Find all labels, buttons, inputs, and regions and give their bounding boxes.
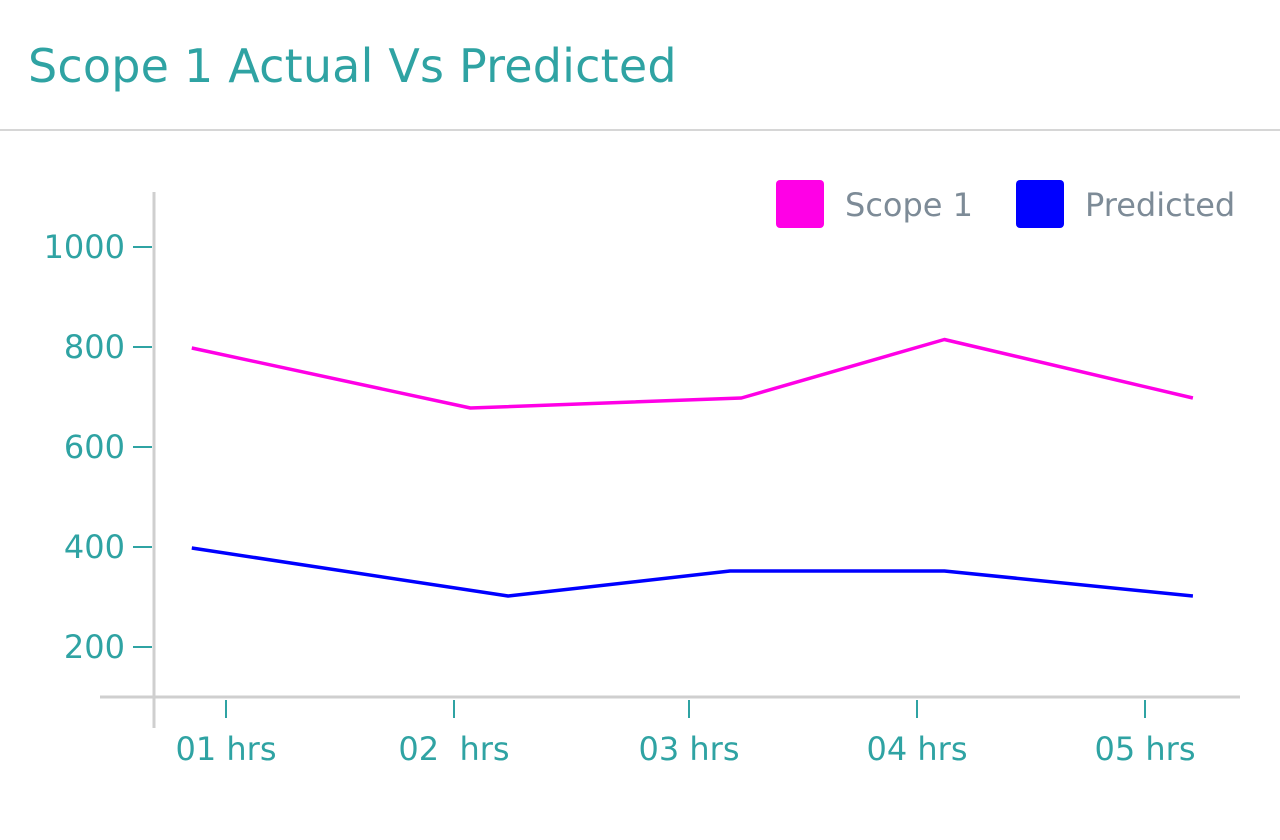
chart-header: Scope 1 Actual Vs Predicted bbox=[0, 0, 1280, 131]
legend-swatch bbox=[1016, 180, 1064, 228]
y-tick-label: 800 bbox=[64, 328, 125, 366]
x-tick-label: 02 hrs bbox=[398, 730, 509, 768]
legend-swatch bbox=[776, 180, 824, 228]
y-tick-label: 400 bbox=[64, 528, 125, 566]
y-tick-label: 1000 bbox=[44, 228, 125, 266]
series-line-scope-1 bbox=[191, 337, 1194, 410]
x-tick-label: 03 hrs bbox=[639, 730, 740, 768]
chart-legend: Scope 1 Predicted bbox=[776, 180, 1235, 228]
legend-label: Predicted bbox=[1085, 186, 1235, 224]
chart-series bbox=[191, 337, 1194, 598]
series-line-predicted bbox=[191, 546, 1194, 598]
x-tick-label: 01 hrs bbox=[176, 730, 277, 768]
y-tick-label: 200 bbox=[64, 628, 125, 666]
y-tick-label: 600 bbox=[64, 428, 125, 466]
chart-title: Scope 1 Actual Vs Predicted bbox=[28, 39, 677, 93]
x-tick-label: 04 hrs bbox=[867, 730, 968, 768]
chart-axes: 200 400 600 800 1000 01 hrs 02 hrs 03 hrs 04 hrs… bbox=[44, 192, 1240, 768]
legend-label: Scope 1 bbox=[845, 186, 973, 224]
x-tick-label: 05 hrs bbox=[1095, 730, 1196, 768]
